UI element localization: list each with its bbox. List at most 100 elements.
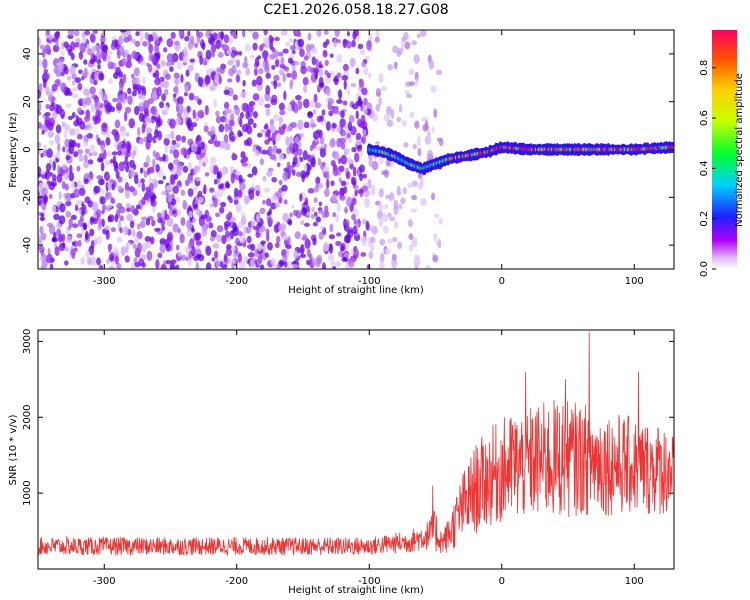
heatmap-cell (237, 253, 242, 264)
heatmap-cell (255, 232, 261, 238)
heatmap-cell (131, 50, 138, 60)
heatmap-cell (398, 203, 403, 210)
heatmap-cell (306, 211, 312, 216)
y-tick-label: -20 (22, 189, 33, 205)
heatmap-cell (296, 171, 302, 177)
heatmap-cell (351, 197, 357, 206)
heatmap-cell (266, 171, 273, 177)
heatmap-cell (307, 32, 312, 41)
heatmap-cell (289, 101, 296, 106)
heatmap-cell (118, 161, 125, 172)
heatmap-cell (282, 212, 289, 223)
heatmap-cell (346, 88, 351, 96)
heatmap-cell (325, 38, 330, 45)
heatmap-cell (316, 115, 321, 123)
heatmap-cell (315, 176, 321, 185)
heatmap-cell (184, 85, 189, 94)
heatmap-cell (336, 39, 341, 44)
heatmap-cell (291, 49, 296, 55)
heatmap-cell (262, 50, 269, 60)
heatmap-cell (146, 191, 153, 198)
heatmap-cell (328, 141, 334, 147)
heatmap-cell (386, 119, 394, 127)
heatmap-cell (294, 231, 301, 240)
heatmap-cell (63, 41, 69, 48)
heatmap-cell (269, 153, 277, 160)
heatmap-cell (69, 64, 76, 76)
heatmap-cell (65, 210, 72, 218)
heatmap-cell (335, 261, 342, 268)
heatmap-cell (120, 245, 126, 257)
heatmap-cell (392, 45, 399, 54)
heatmap-cell (354, 152, 360, 163)
heatmap-cell (162, 175, 167, 180)
heatmap-cell (278, 259, 284, 268)
snr-frame (37, 329, 675, 570)
heatmap-cell (375, 88, 381, 93)
heatmap-cell (278, 196, 283, 204)
heatmap-cell (318, 209, 324, 214)
heatmap-cell (258, 68, 264, 75)
heatmap-cell (123, 160, 129, 165)
heatmap-cell (40, 152, 44, 158)
heatmap-cell (231, 64, 237, 74)
heatmap-cell (119, 215, 124, 222)
heatmap-cell (156, 212, 162, 219)
heatmap-cell (291, 70, 298, 80)
heatmap-cell (264, 66, 270, 72)
heatmap-cell (343, 147, 351, 154)
heatmap-cell (111, 36, 117, 41)
heatmap-cell (51, 174, 57, 182)
heatmap-cell (117, 185, 123, 191)
heatmap-cell (290, 121, 297, 128)
heatmap-cell (257, 132, 263, 138)
heatmap-cell (64, 124, 71, 131)
x-tick-label: -100 (358, 276, 381, 287)
y-tick-label: -40 (22, 237, 33, 253)
heatmap-cell (235, 237, 240, 246)
heatmap-cell (112, 72, 119, 79)
heatmap-cell (39, 256, 44, 262)
heatmap-cell (169, 260, 175, 269)
heatmap-cell (242, 61, 249, 69)
heatmap-cell (76, 149, 84, 155)
heatmap-cell (375, 140, 380, 146)
heatmap-cell (264, 252, 270, 258)
heatmap-cell (225, 230, 230, 238)
heatmap-cell (186, 105, 191, 113)
heatmap-cell (299, 244, 305, 255)
heatmap-cell (100, 196, 106, 205)
heatmap-cell (228, 37, 234, 45)
heatmap-cell (341, 74, 348, 81)
heatmap-cell (303, 201, 308, 206)
heatmap-cell (350, 248, 354, 255)
heatmap-cell (357, 43, 364, 50)
heatmap-cell (252, 42, 258, 51)
heatmap-cell (78, 187, 86, 196)
heatmap-cell (430, 85, 437, 93)
heatmap-cell (396, 116, 402, 123)
heatmap-cell (297, 38, 305, 48)
heatmap-cell (105, 173, 111, 182)
heatmap-cell (158, 36, 163, 41)
heatmap-cell (253, 111, 258, 119)
heatmap-cell (275, 132, 281, 142)
heatmap-cell (38, 37, 41, 46)
heatmap-cell (330, 260, 336, 267)
heatmap-cell (268, 208, 273, 216)
heatmap-cell (289, 45, 296, 51)
heatmap-cell (411, 194, 417, 201)
heatmap-cell (172, 97, 177, 102)
heatmap-cell (325, 87, 331, 97)
heatmap-cell (401, 40, 405, 51)
heatmap-cell (222, 44, 229, 52)
heatmap-cell (189, 58, 196, 63)
heatmap-cell (89, 216, 94, 225)
heatmap-cell (142, 41, 148, 47)
heatmap-cell (304, 222, 310, 227)
heatmap-cell (262, 199, 266, 205)
heatmap-cell (125, 241, 132, 248)
heatmap-cell (416, 256, 421, 266)
heatmap-cell (267, 216, 273, 227)
heatmap-cell (112, 160, 118, 168)
